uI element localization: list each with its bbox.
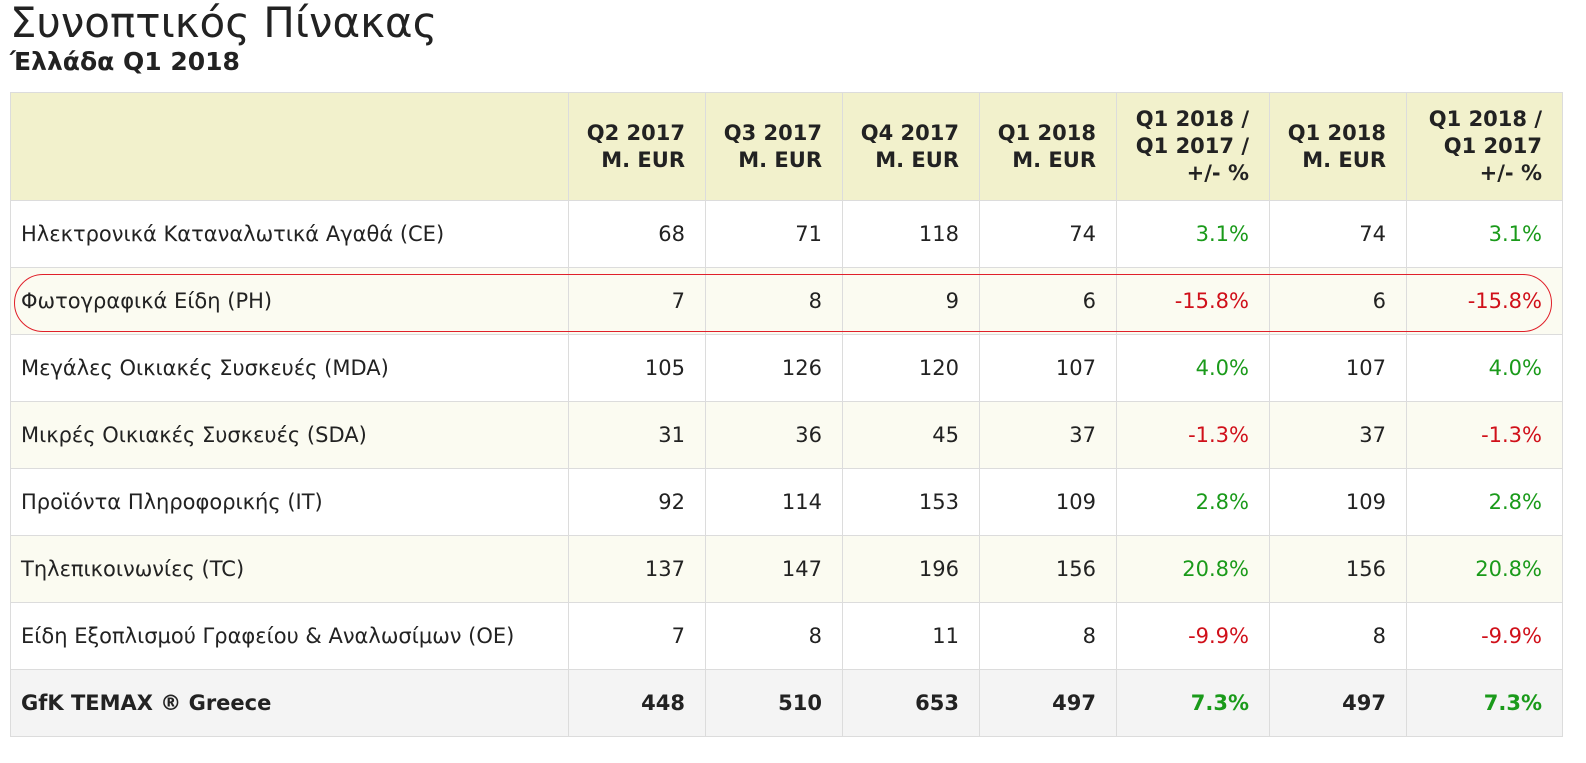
cell-q2-2017: 137 xyxy=(568,535,706,603)
cell-q2-2017: 105 xyxy=(568,334,706,402)
cell-q2-2017: 92 xyxy=(568,468,706,536)
cell-q1-2018: 74 xyxy=(979,200,1117,268)
total-q1-2018: 497 xyxy=(979,669,1117,737)
column-header-q4-2017: Q4 2017 M. EUR xyxy=(842,92,980,201)
cell-q2-2017: 68 xyxy=(568,200,706,268)
cell-change-b: -1.3% xyxy=(1406,401,1563,469)
cell-change-b: -15.8% xyxy=(1406,267,1563,335)
table-row: Προϊόντα Πληροφορικής (IT) 92 114 153 10… xyxy=(10,468,1563,536)
total-change-b: 7.3% xyxy=(1406,669,1563,737)
cell-q1-2018-b: 109 xyxy=(1269,468,1407,536)
cell-change: -9.9% xyxy=(1116,602,1270,670)
total-change: 7.3% xyxy=(1116,669,1270,737)
cell-q1-2018: 109 xyxy=(979,468,1117,536)
row-label: Είδη Εξοπλισμού Γραφείου & Αναλωσίμων (O… xyxy=(10,602,569,670)
cell-q4-2017: 153 xyxy=(842,468,980,536)
total-q2-2017: 448 xyxy=(568,669,706,737)
table-body: Ηλεκτρονικά Καταναλωτικά Αγαθά (CE) 68 7… xyxy=(10,200,1563,737)
column-header-q3-2017: Q3 2017 M. EUR xyxy=(705,92,843,201)
column-header-change: Q1 2018 / Q1 2017 / +/- % xyxy=(1116,92,1270,201)
total-label: GfK TEMAX ® Greece xyxy=(10,669,569,737)
cell-change-b: -9.9% xyxy=(1406,602,1563,670)
page-subtitle: Έλλάδα Q1 2018 xyxy=(10,47,240,76)
cell-change: 4.0% xyxy=(1116,334,1270,402)
cell-q3-2017: 126 xyxy=(705,334,843,402)
summary-table: Q2 2017 M. EUR Q3 2017 M. EUR Q4 2017 M.… xyxy=(10,92,1563,737)
cell-q4-2017: 196 xyxy=(842,535,980,603)
row-label: Φωτογραφικά Είδη (PH) xyxy=(10,267,569,335)
cell-q3-2017: 71 xyxy=(705,200,843,268)
cell-change-b: 3.1% xyxy=(1406,200,1563,268)
cell-q4-2017: 120 xyxy=(842,334,980,402)
table-row: Είδη Εξοπλισμού Γραφείου & Αναλωσίμων (O… xyxy=(10,602,1563,670)
cell-q2-2017: 7 xyxy=(568,267,706,335)
header-row: Q2 2017 M. EUR Q3 2017 M. EUR Q4 2017 M.… xyxy=(10,92,1563,201)
cell-q4-2017: 45 xyxy=(842,401,980,469)
row-label: Ηλεκτρονικά Καταναλωτικά Αγαθά (CE) xyxy=(10,200,569,268)
cell-q4-2017: 11 xyxy=(842,602,980,670)
cell-q1-2018-b: 8 xyxy=(1269,602,1407,670)
total-row: GfK TEMAX ® Greece 448 510 653 497 7.3% … xyxy=(10,669,1563,737)
total-q3-2017: 510 xyxy=(705,669,843,737)
cell-q3-2017: 36 xyxy=(705,401,843,469)
cell-change: 20.8% xyxy=(1116,535,1270,603)
cell-q1-2018-b: 37 xyxy=(1269,401,1407,469)
column-header-q1-2018: Q1 2018 M. EUR xyxy=(979,92,1117,201)
cell-q1-2018: 107 xyxy=(979,334,1117,402)
cell-change: 2.8% xyxy=(1116,468,1270,536)
cell-q4-2017: 9 xyxy=(842,267,980,335)
cell-change: -15.8% xyxy=(1116,267,1270,335)
row-label: Μεγάλες Οικιακές Συσκευές (MDA) xyxy=(10,334,569,402)
cell-change-b: 2.8% xyxy=(1406,468,1563,536)
table-row: Τηλεπικοινωνίες (TC) 137 147 196 156 20.… xyxy=(10,535,1563,603)
table-row: Μικρές Οικιακές Συσκευές (SDA) 31 36 45 … xyxy=(10,401,1563,469)
cell-change: -1.3% xyxy=(1116,401,1270,469)
cell-q1-2018-b: 156 xyxy=(1269,535,1407,603)
column-header-category xyxy=(10,92,569,201)
cell-q1-2018: 6 xyxy=(979,267,1117,335)
cell-q3-2017: 8 xyxy=(705,602,843,670)
total-q1-2018-b: 497 xyxy=(1269,669,1407,737)
cell-q1-2018: 37 xyxy=(979,401,1117,469)
cell-q4-2017: 118 xyxy=(842,200,980,268)
cell-q1-2018-b: 6 xyxy=(1269,267,1407,335)
table-header: Q2 2017 M. EUR Q3 2017 M. EUR Q4 2017 M.… xyxy=(10,92,1563,201)
table-row: Ηλεκτρονικά Καταναλωτικά Αγαθά (CE) 68 7… xyxy=(10,200,1563,268)
page-title: Συνοπτικός Πίνακας xyxy=(10,0,438,47)
cell-q1-2018-b: 107 xyxy=(1269,334,1407,402)
table-row-highlighted: Φωτογραφικά Είδη (PH) 7 8 9 6 -15.8% 6 -… xyxy=(10,267,1563,335)
column-header-q1-2018-b: Q1 2018 M. EUR xyxy=(1269,92,1407,201)
column-header-change-b: Q1 2018 / Q1 2017 +/- % xyxy=(1406,92,1563,201)
cell-q1-2018: 8 xyxy=(979,602,1117,670)
cell-q3-2017: 114 xyxy=(705,468,843,536)
cell-q3-2017: 147 xyxy=(705,535,843,603)
cell-q2-2017: 7 xyxy=(568,602,706,670)
row-label: Τηλεπικοινωνίες (TC) xyxy=(10,535,569,603)
table-row: Μεγάλες Οικιακές Συσκευές (MDA) 105 126 … xyxy=(10,334,1563,402)
total-q4-2017: 653 xyxy=(842,669,980,737)
cell-q1-2018: 156 xyxy=(979,535,1117,603)
row-label: Προϊόντα Πληροφορικής (IT) xyxy=(10,468,569,536)
cell-change-b: 20.8% xyxy=(1406,535,1563,603)
cell-q3-2017: 8 xyxy=(705,267,843,335)
row-label: Μικρές Οικιακές Συσκευές (SDA) xyxy=(10,401,569,469)
cell-change-b: 4.0% xyxy=(1406,334,1563,402)
cell-q1-2018-b: 74 xyxy=(1269,200,1407,268)
cell-change: 3.1% xyxy=(1116,200,1270,268)
column-header-q2-2017: Q2 2017 M. EUR xyxy=(568,92,706,201)
cell-q2-2017: 31 xyxy=(568,401,706,469)
